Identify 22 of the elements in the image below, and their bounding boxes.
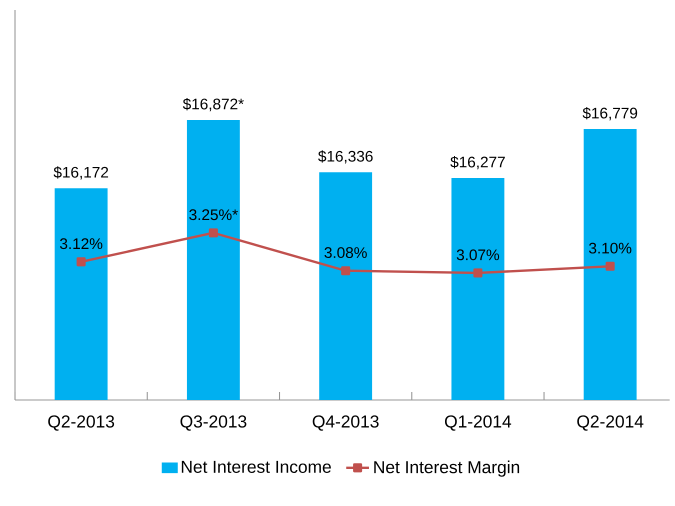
data-label: 3.10% bbox=[589, 242, 632, 254]
data-label: $16,336 bbox=[318, 150, 373, 164]
point bbox=[473, 268, 482, 278]
x-tick-label: Q2-2013 bbox=[48, 415, 114, 431]
x-tick-label: Q3-2013 bbox=[180, 415, 246, 431]
data-label: 3.12% bbox=[60, 238, 102, 250]
data-label: $16,872* bbox=[182, 98, 244, 112]
point bbox=[76, 257, 86, 266]
data-label: 3.08% bbox=[324, 247, 367, 258]
x-tick-label: Q4-2013 bbox=[312, 415, 379, 431]
legend-label: Net Interest Margin bbox=[374, 460, 520, 477]
data-label: 3.25%* bbox=[189, 209, 238, 220]
legend-label: Net Interest Income bbox=[182, 460, 331, 473]
data-label: $16,277 bbox=[450, 156, 505, 170]
data-label: $16,779 bbox=[582, 107, 638, 120]
point bbox=[341, 266, 350, 276]
data-label: 3.07% bbox=[456, 249, 500, 260]
point bbox=[606, 262, 615, 271]
x-tick-label: Q1-2014 bbox=[444, 415, 512, 431]
data-label: $16,172 bbox=[54, 166, 108, 180]
x-tick-label: Q2-2014 bbox=[577, 415, 644, 431]
point bbox=[208, 228, 218, 238]
